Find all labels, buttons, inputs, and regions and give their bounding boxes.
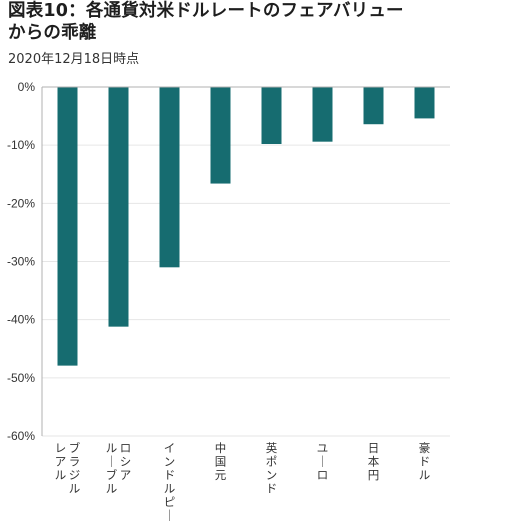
bar [159, 87, 180, 268]
chart-title-line2: からの乖離 [8, 23, 97, 43]
x-tick-label-line: 中国元 [215, 441, 227, 482]
x-tick-label: ユ｜ロ [317, 441, 329, 482]
bar [261, 87, 282, 145]
x-tick-label-line: 日本円 [368, 441, 380, 482]
y-tick-label: -30% [7, 255, 35, 269]
x-tick-label-line: ロシア [120, 441, 132, 482]
y-tick-label: -40% [7, 313, 35, 327]
y-tick-label: -50% [7, 371, 35, 385]
x-tick-label: インドルピ｜ [164, 441, 176, 523]
bar [108, 87, 129, 327]
y-tick-label: -20% [7, 196, 35, 210]
x-tick-label: 日本円 [368, 441, 380, 482]
bar [312, 87, 333, 142]
y-tick-label: -10% [7, 138, 35, 152]
x-tick-label: 中国元 [215, 441, 227, 482]
x-tick-label-line: ブラジル [69, 441, 81, 496]
chart-title: 図表10：各通貨対米ドルレートのフェアバリュー からの乖離 [8, 0, 404, 44]
x-tick-label-line: レアル [55, 441, 67, 482]
bar [57, 87, 78, 366]
bar [363, 87, 384, 125]
x-tick-label: 英ポンド [266, 441, 278, 496]
x-tick-label: 豪ドル [419, 441, 431, 482]
chart-subtitle: 2020年12月18日時点 [8, 52, 140, 67]
bar [210, 87, 231, 184]
x-tick-label-line: インドルピ｜ [164, 441, 176, 523]
y-tick-label: -60% [7, 429, 35, 443]
chart-title-line1: 図表10：各通貨対米ドルレートのフェアバリュー [8, 1, 404, 21]
x-tick-label-line: ル｜ブル [106, 441, 118, 496]
bar [414, 87, 435, 119]
x-tick-label-line: ユ｜ロ [317, 441, 329, 482]
x-tick-label-line: 英ポンド [266, 441, 278, 496]
x-tick-label-line: 豪ドル [419, 441, 431, 482]
y-tick-label: 0% [18, 80, 36, 94]
